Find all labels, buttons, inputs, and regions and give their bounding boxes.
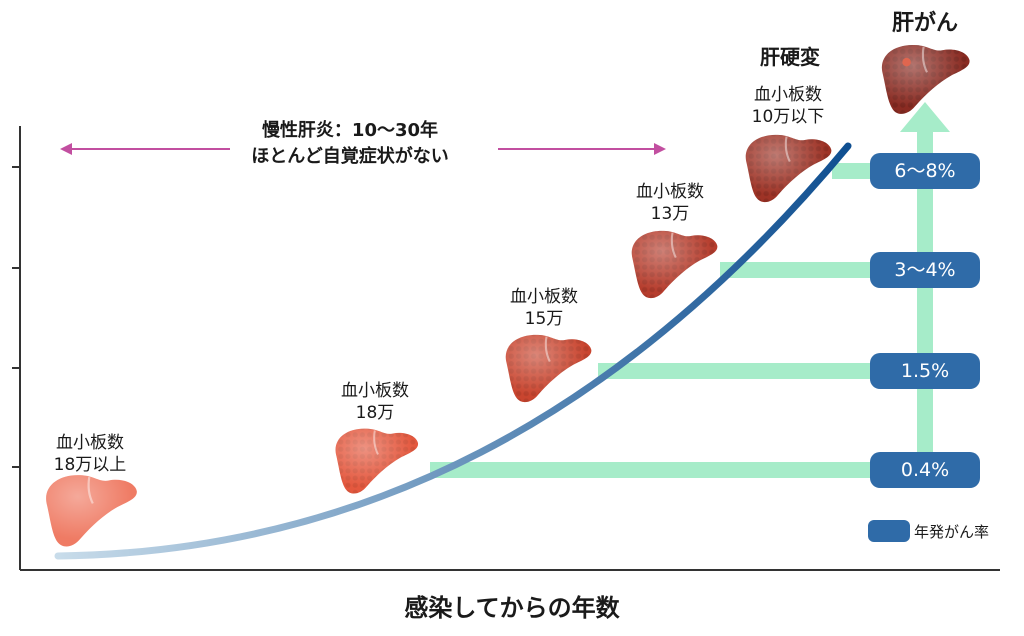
stage-5-line-1: 血小板数 (754, 85, 822, 105)
stage-2-line-2: 18万 (355, 403, 395, 423)
stage-4-line-2: 13万 (650, 204, 690, 224)
stage-3-label: 血小板数 15万 (494, 286, 594, 330)
stage-5-line-2: 10万以下 (751, 107, 825, 127)
period-line-2: ほとんど自覚症状がない (251, 146, 449, 167)
stage-5-label: 血小板数 10万以下 (738, 84, 838, 128)
cirrhosis-title: 肝硬変 (760, 45, 820, 69)
progression-arrow-head (900, 102, 950, 132)
stage-1-line-2: 18万以上 (53, 455, 127, 475)
stage-4-line-1: 血小板数 (636, 182, 704, 202)
liver-cancer-title: 肝がん (891, 11, 958, 36)
stage-1-label: 血小板数 18万以上 (40, 432, 140, 476)
x-axis-label: 感染してからの年数 (404, 594, 620, 622)
connector-3 (598, 363, 892, 379)
period-line-1: 慢性肝炎：10〜30年 (261, 120, 439, 141)
stage-1-line-1: 血小板数 (56, 433, 124, 453)
liver-stage-3-icon (505, 334, 592, 403)
stage-2-label: 血小板数 18万 (325, 380, 425, 424)
legend-label: 年発がん率 (914, 522, 990, 541)
liver-cancer-icon (881, 44, 970, 114)
rate-badge-1-5: 1.5% (870, 353, 980, 389)
liver-stage-1-icon (46, 475, 137, 547)
legend: 年発がん率 (868, 518, 989, 544)
progression-curve (54, 142, 852, 560)
connector-4 (430, 462, 892, 478)
stage-3-line-1: 血小板数 (510, 287, 578, 307)
period-arrow-left-head (60, 143, 72, 155)
connector-2 (720, 262, 892, 278)
stage-3-line-2: 15万 (524, 309, 564, 329)
stage-4-label: 血小板数 13万 (620, 181, 720, 225)
chronic-hepatitis-period: 慢性肝炎：10〜30年 ほとんど自覚症状がない (190, 118, 510, 170)
rate-badge-3-4: 3〜4% (870, 252, 980, 288)
period-arrow-right-head (654, 143, 666, 155)
liver-stage-4-icon (631, 230, 718, 299)
legend-swatch (868, 520, 910, 542)
liver-cirrhosis-icon (745, 134, 832, 203)
rate-badge-0-4: 0.4% (870, 452, 980, 488)
liver-stage-2-icon (335, 428, 419, 494)
stage-2-line-1: 血小板数 (341, 381, 409, 401)
rate-badge-6-8: 6〜8% (870, 153, 980, 189)
